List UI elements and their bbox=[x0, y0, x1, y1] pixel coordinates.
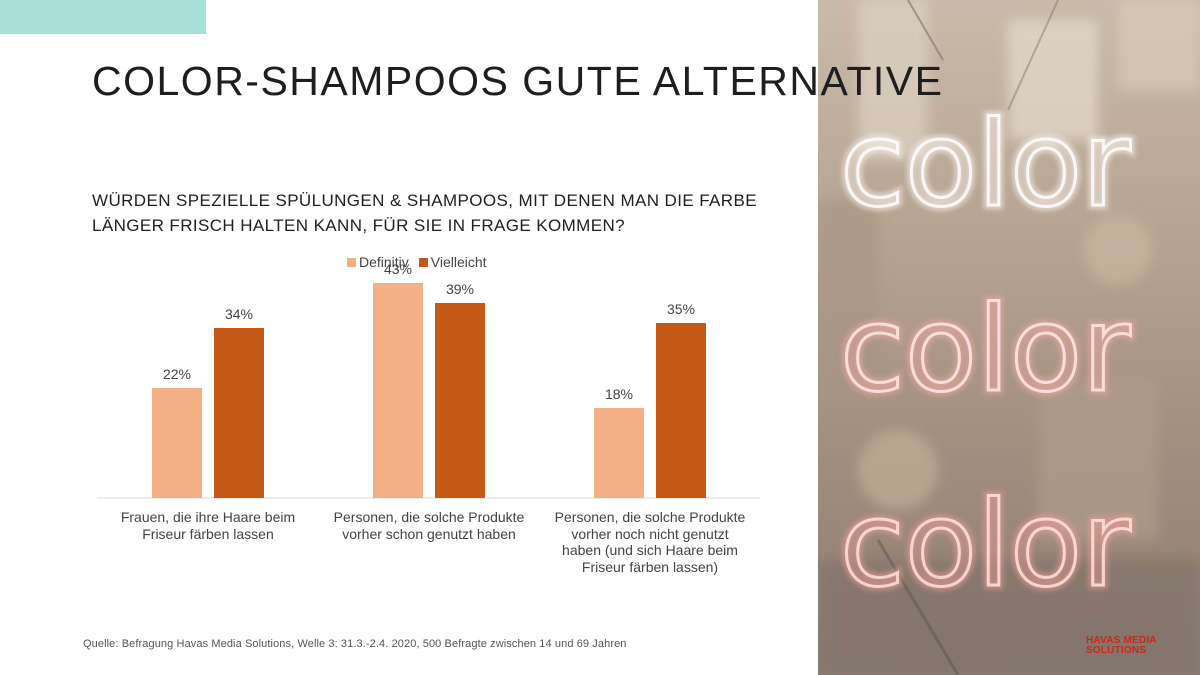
bar-chart: 22% 43% 18% 34% 39% 35% bbox=[97, 261, 760, 499]
data-label-definitiv-3: 18% bbox=[605, 386, 633, 402]
logo-line-2: SOLUTIONS bbox=[1086, 645, 1147, 656]
legend-item-vielleicht: Vielleicht bbox=[418, 254, 487, 270]
bar-definitiv-1 bbox=[152, 388, 202, 498]
legend-label-vielleicht: Vielleicht bbox=[430, 254, 487, 270]
bar-vielleicht-3 bbox=[656, 323, 706, 498]
data-label-vielleicht-3: 35% bbox=[667, 301, 695, 317]
data-label-vielleicht-1: 34% bbox=[225, 306, 253, 322]
data-label-vielleicht-2: 39% bbox=[446, 281, 474, 297]
legend-swatch-definitiv bbox=[347, 257, 356, 267]
neon-word-2: color bbox=[840, 280, 1131, 418]
chart-legend: Definitiv Vielleicht bbox=[347, 254, 487, 270]
svg-text:color: color bbox=[840, 280, 1131, 418]
neon-word-1: color bbox=[840, 95, 1131, 233]
bar-definitiv-2 bbox=[373, 283, 423, 498]
bar-vielleicht-2 bbox=[435, 303, 485, 498]
category-label-2: Personen, die solche Produkte vorher sch… bbox=[333, 509, 525, 542]
havas-logo: HAVAS MEDIA SOLUTIONS bbox=[1086, 636, 1157, 656]
bar-vielleicht-1 bbox=[214, 328, 264, 498]
survey-question: WÜRDEN SPEZIELLE SPÜLUNGEN & SHAMPOOS, M… bbox=[92, 191, 757, 235]
slide-title: COLOR-SHAMPOOS GUTE ALTERNATIVE bbox=[92, 58, 944, 104]
svg-text:color: color bbox=[840, 95, 1131, 233]
data-label-definitiv-1: 22% bbox=[163, 366, 191, 382]
source-note: Quelle: Befragung Havas Media Solutions,… bbox=[83, 638, 627, 650]
data-label-definitiv-2: 43% bbox=[384, 261, 412, 277]
bar-definitiv-3 bbox=[594, 408, 644, 498]
legend-label-definitiv: Definitiv bbox=[359, 254, 409, 270]
neon-sign-photo: color color color color color color bbox=[818, 0, 1200, 675]
logo-line-1: HAVAS MEDIA bbox=[1086, 635, 1157, 646]
legend-swatch-vielleicht bbox=[418, 257, 428, 267]
svg-text:color: color bbox=[840, 475, 1131, 613]
category-label-1: Frauen, die ihre Haare beim Friseur färb… bbox=[120, 509, 296, 542]
legend-item-definitiv: Definitiv bbox=[347, 254, 409, 270]
category-label-3: Personen, die solche Produkte vorher noc… bbox=[554, 509, 746, 575]
neon-word-3: color bbox=[840, 475, 1131, 613]
accent-bar bbox=[0, 0, 206, 34]
